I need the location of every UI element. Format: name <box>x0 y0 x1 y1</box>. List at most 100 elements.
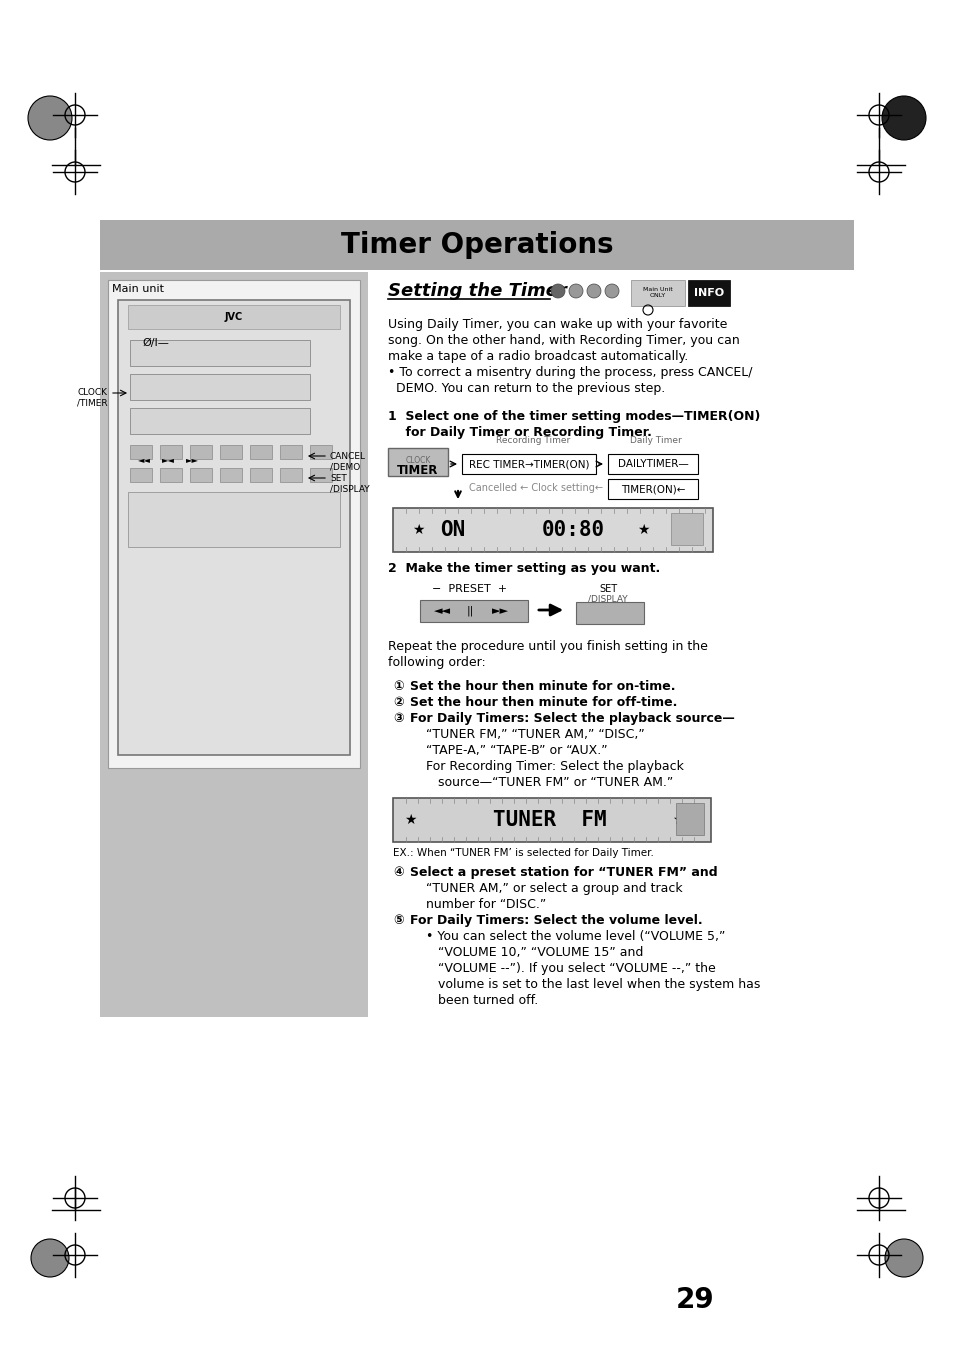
Text: ►►: ►► <box>491 606 508 616</box>
Text: for Daily Timer or Recording Timer.: for Daily Timer or Recording Timer. <box>388 426 651 438</box>
Text: song. On the other hand, with Recording Timer, you can: song. On the other hand, with Recording … <box>388 334 739 346</box>
Text: Select a preset station for “TUNER FM” and: Select a preset station for “TUNER FM” a… <box>410 866 717 879</box>
Text: Set the hour then minute for off-time.: Set the hour then minute for off-time. <box>410 695 677 709</box>
Text: been turned off.: been turned off. <box>410 994 537 1007</box>
Text: ③: ③ <box>393 712 403 725</box>
Bar <box>130 468 152 482</box>
Ellipse shape <box>28 96 71 139</box>
Text: ⑤: ⑤ <box>393 915 403 927</box>
Bar <box>250 445 272 459</box>
Text: ①: ① <box>393 681 403 693</box>
Text: following order:: following order: <box>388 656 485 668</box>
Text: CANCEL
/DEMO: CANCEL /DEMO <box>330 452 366 471</box>
Bar <box>393 507 712 552</box>
Bar <box>118 300 350 755</box>
Bar <box>250 468 272 482</box>
Text: For Daily Timers: Select the playback source—: For Daily Timers: Select the playback so… <box>410 712 734 725</box>
Text: make a tape of a radio broadcast automatically.: make a tape of a radio broadcast automat… <box>388 350 687 363</box>
Text: ★: ★ <box>412 524 424 537</box>
Text: ON: ON <box>440 520 465 540</box>
Text: TIMER(ON)←: TIMER(ON)← <box>620 484 684 494</box>
Text: 29: 29 <box>675 1285 714 1314</box>
Text: Repeat the procedure until you finish setting in the: Repeat the procedure until you finish se… <box>388 640 707 653</box>
Text: Set the hour then minute for on-time.: Set the hour then minute for on-time. <box>410 681 675 693</box>
Text: EX.: When “TUNER FM’ is selected for Daily Timer.: EX.: When “TUNER FM’ is selected for Dai… <box>393 848 653 858</box>
Text: source—“TUNER FM” or “TUNER AM.”: source—“TUNER FM” or “TUNER AM.” <box>410 777 673 789</box>
Bar <box>676 802 703 835</box>
Bar <box>607 479 698 499</box>
Text: ◄◄: ◄◄ <box>138 455 151 464</box>
Text: “VOLUME 10,” “VOLUME 15” and: “VOLUME 10,” “VOLUME 15” and <box>410 946 642 959</box>
Text: 1  Select one of the timer setting modes—TIMER(ON): 1 Select one of the timer setting modes—… <box>388 410 760 423</box>
Text: Ø/I—: Ø/I— <box>142 338 169 348</box>
Bar <box>687 280 729 306</box>
Text: Main Unit: Main Unit <box>642 287 672 292</box>
Bar <box>670 513 702 545</box>
Text: SET
/DISPLAY: SET /DISPLAY <box>330 474 369 494</box>
Text: TIMER: TIMER <box>396 464 438 478</box>
Bar <box>130 373 310 400</box>
Bar <box>190 445 212 459</box>
Text: CLOCK
/TIMER: CLOCK /TIMER <box>77 388 108 407</box>
Text: ★: ★ <box>636 524 649 537</box>
Text: ►◄: ►◄ <box>162 455 174 464</box>
Text: “TUNER AM,” or select a group and track: “TUNER AM,” or select a group and track <box>410 882 682 894</box>
Bar <box>130 409 310 434</box>
Circle shape <box>551 284 564 298</box>
Text: ④: ④ <box>393 866 403 879</box>
Text: number for “DISC.”: number for “DISC.” <box>410 898 546 911</box>
Bar <box>388 448 448 476</box>
Text: Cancelled ← Clock setting←: Cancelled ← Clock setting← <box>469 483 602 492</box>
Text: Main unit: Main unit <box>112 284 164 294</box>
Bar <box>130 445 152 459</box>
Text: −  PRESET  +: − PRESET + <box>432 584 507 594</box>
Text: 2  Make the timer setting as you want.: 2 Make the timer setting as you want. <box>388 561 659 575</box>
Text: For Recording Timer: Select the playback: For Recording Timer: Select the playback <box>410 760 683 773</box>
Circle shape <box>568 284 582 298</box>
Text: volume is set to the last level when the system has: volume is set to the last level when the… <box>410 978 760 990</box>
Text: SET: SET <box>598 584 617 594</box>
Text: DAILYTIMER—: DAILYTIMER— <box>617 459 688 469</box>
Bar <box>280 468 302 482</box>
Text: • You can select the volume level (“VOLUME 5,”: • You can select the volume level (“VOLU… <box>410 930 724 943</box>
Text: ★: ★ <box>671 813 683 827</box>
Bar <box>130 340 310 367</box>
Text: “TUNER FM,” “TUNER AM,” “DISC,”: “TUNER FM,” “TUNER AM,” “DISC,” <box>410 728 644 741</box>
Bar <box>461 455 596 474</box>
Text: “TAPE-A,” “TAPE-B” or “AUX.”: “TAPE-A,” “TAPE-B” or “AUX.” <box>410 744 607 756</box>
Bar <box>310 445 332 459</box>
Bar <box>190 468 212 482</box>
Text: CLOCK: CLOCK <box>405 456 430 465</box>
Bar <box>280 445 302 459</box>
Text: REC TIMER→TIMER(ON): REC TIMER→TIMER(ON) <box>468 459 589 469</box>
Text: For Daily Timers: Select the volume level.: For Daily Timers: Select the volume leve… <box>410 915 702 927</box>
Bar <box>100 221 853 271</box>
Text: ►►: ►► <box>186 455 199 464</box>
Ellipse shape <box>884 1239 923 1277</box>
Bar <box>630 280 684 306</box>
Text: ||: || <box>466 606 473 616</box>
Text: /DISPLAY: /DISPLAY <box>588 594 627 603</box>
Text: Timer Operations: Timer Operations <box>340 231 613 258</box>
Text: Setting the Timer: Setting the Timer <box>388 281 566 300</box>
Bar <box>160 468 182 482</box>
Text: Daily Timer: Daily Timer <box>630 436 681 445</box>
Text: DEMO. You can return to the previous step.: DEMO. You can return to the previous ste… <box>388 382 664 395</box>
Ellipse shape <box>882 96 925 139</box>
Text: ②: ② <box>393 695 403 709</box>
Bar <box>220 445 242 459</box>
Bar <box>220 468 242 482</box>
Bar <box>100 272 368 1017</box>
Ellipse shape <box>30 1239 69 1277</box>
Bar <box>128 492 339 547</box>
Text: 00:80: 00:80 <box>541 520 604 540</box>
Text: TUNER  FM: TUNER FM <box>493 810 606 829</box>
Text: Using Daily Timer, you can wake up with your favorite: Using Daily Timer, you can wake up with … <box>388 318 726 331</box>
Text: “VOLUME --”). If you select “VOLUME --,” the: “VOLUME --”). If you select “VOLUME --,”… <box>410 962 715 976</box>
Bar <box>128 304 339 329</box>
Bar <box>576 602 643 624</box>
Text: ONLY: ONLY <box>649 294 665 298</box>
Bar <box>160 445 182 459</box>
Circle shape <box>586 284 600 298</box>
Text: JVC: JVC <box>225 313 243 322</box>
